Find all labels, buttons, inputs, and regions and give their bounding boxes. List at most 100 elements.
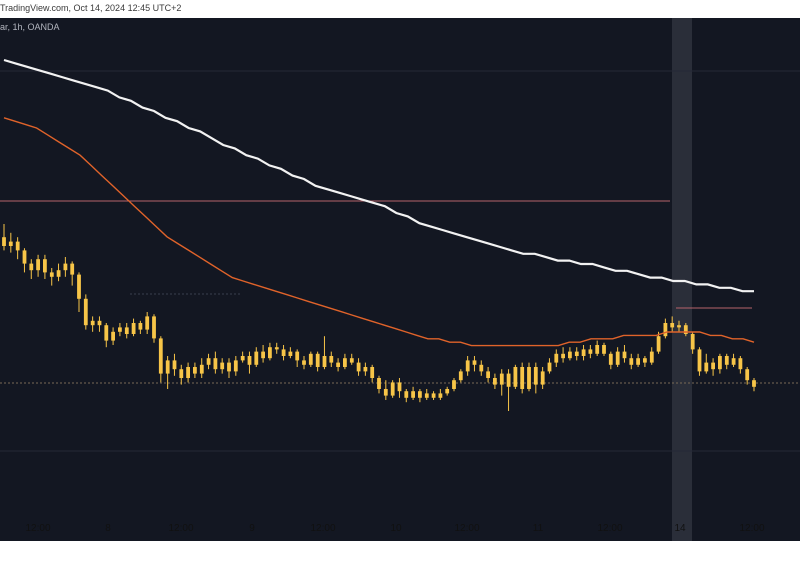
candle-body <box>472 360 477 365</box>
candle-body <box>418 391 422 398</box>
candle-body <box>704 362 709 372</box>
candle-body <box>15 241 20 251</box>
candle-body <box>649 351 654 363</box>
candle-body <box>131 323 136 334</box>
candle-body <box>36 259 40 271</box>
candle-body <box>158 338 163 374</box>
candle-body <box>138 323 143 330</box>
candle-body <box>465 360 470 372</box>
candle-body <box>124 327 129 334</box>
candle-body <box>261 351 265 359</box>
candle-body <box>370 367 375 378</box>
candle-body <box>663 323 668 337</box>
candle-body <box>629 358 634 365</box>
candle-body <box>513 367 518 387</box>
candle-body <box>711 362 715 370</box>
candle-body <box>431 393 436 398</box>
candle-body <box>308 353 313 365</box>
candle-body <box>738 358 743 370</box>
candle-body <box>547 362 552 372</box>
candle-body <box>499 373 504 385</box>
candle-body <box>8 241 13 246</box>
candle-body <box>118 327 122 332</box>
candle-body <box>383 389 388 396</box>
candle-body <box>104 325 109 341</box>
candle-body <box>336 362 340 367</box>
candle-body <box>554 353 559 363</box>
candle-body <box>595 345 600 354</box>
chart-area[interactable]: ar, 1h, OANDA <box>0 18 800 541</box>
candle-body <box>622 351 627 359</box>
watermark-text: TradingView.com, Oct 14, 2024 12:45 UTC+… <box>0 3 182 13</box>
candle-body <box>77 274 81 299</box>
candle-body <box>745 369 750 381</box>
candle-body <box>56 270 61 277</box>
candle-body <box>295 351 300 361</box>
candle-body <box>363 367 368 372</box>
candle-body <box>670 323 675 328</box>
session-highlight <box>672 18 692 541</box>
candle-body <box>377 378 381 389</box>
candle-body <box>274 347 279 350</box>
candle-body <box>608 353 613 365</box>
candle-body <box>268 347 272 359</box>
chart-plot[interactable] <box>0 18 800 541</box>
candle-body <box>445 389 450 394</box>
candle-body <box>752 380 756 387</box>
candle-body <box>179 369 184 378</box>
candle-body <box>22 250 27 264</box>
candle-body <box>397 382 402 392</box>
time-axis <box>0 541 800 566</box>
candle-body <box>2 237 6 246</box>
candle-body <box>356 362 361 372</box>
candle-body <box>70 263 75 275</box>
candle-body <box>724 356 729 365</box>
candle-body <box>315 353 320 367</box>
candle-body <box>479 364 484 372</box>
candle-body <box>527 367 531 389</box>
candle-body <box>29 263 34 271</box>
ma-slow-line <box>3 58 754 293</box>
candle-body <box>486 371 490 378</box>
candle-body <box>602 345 606 354</box>
candle-body <box>240 356 245 361</box>
candle-body <box>281 349 286 356</box>
candle-body <box>690 334 695 350</box>
candle-body <box>206 358 211 365</box>
top-bar: TradingView.com, Oct 14, 2024 12:45 UTC+… <box>0 0 800 18</box>
candle-body <box>636 358 640 365</box>
symbol-label: ar, 1h, OANDA <box>0 22 60 32</box>
candle-body <box>588 349 593 354</box>
candle-body <box>506 373 511 387</box>
candle-body <box>568 351 572 359</box>
candle-body <box>233 360 238 372</box>
candle-body <box>615 351 620 365</box>
candle-body <box>322 356 327 367</box>
candle-body <box>349 358 354 363</box>
candle-body <box>683 325 688 334</box>
candle-body <box>438 393 443 398</box>
candle-body <box>43 259 47 273</box>
candle-body <box>424 393 429 398</box>
candle-body <box>254 351 259 365</box>
candle-body <box>411 391 415 398</box>
candle-body <box>540 371 545 385</box>
candle-body <box>186 367 190 378</box>
candle-body <box>343 358 347 367</box>
candle-body <box>83 298 88 326</box>
candle-body <box>227 362 231 372</box>
candle-body <box>390 382 395 396</box>
candle-body <box>718 356 722 370</box>
candle-body <box>452 380 456 389</box>
ma-fast-line <box>3 117 755 347</box>
candle-body <box>697 349 702 372</box>
candle-body <box>63 263 68 271</box>
candle-body <box>152 316 156 339</box>
candle-body <box>288 351 293 356</box>
candle-body <box>533 367 538 385</box>
candle-body <box>581 349 586 356</box>
candle-body <box>165 360 170 374</box>
candle-body <box>220 362 225 370</box>
candle-body <box>90 320 95 326</box>
candle-body <box>247 356 252 365</box>
